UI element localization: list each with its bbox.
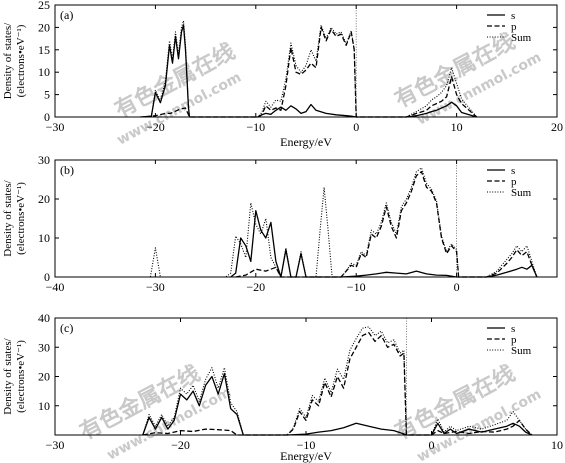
legend-label-s: s <box>511 10 515 22</box>
y-tick-label: 20 <box>38 370 50 384</box>
y-tick-label: 10 <box>38 65 50 79</box>
y-tick-label: 10 <box>38 399 50 413</box>
y-tick-label: 40 <box>38 311 50 325</box>
series-sum-line <box>142 326 533 436</box>
legend-label-sum: Sum <box>511 345 532 357</box>
plot-frame <box>54 159 558 278</box>
panel-c: −30 −20 −10 0 10 10 20 30 40 (c) Density of states… <box>2 311 563 463</box>
y-axis-unit-label: (electrons•eV⁻¹) <box>15 24 27 97</box>
y-axis-label: Density of states/ <box>2 22 14 99</box>
x-axis-label: Energy/eV <box>280 449 332 463</box>
x-tick-label: −20 <box>146 120 165 134</box>
series-s-line <box>142 372 533 436</box>
y-axis-unit-label: (electrons•eV⁻¹) <box>15 340 27 413</box>
series-p-line <box>142 331 533 436</box>
x-tick-label: −10 <box>347 280 366 294</box>
x-tick-label: −40 <box>46 280 65 294</box>
x-tick-label: −10 <box>297 438 316 452</box>
x-tick-label: 10 <box>451 120 463 134</box>
plot-frame <box>54 4 558 118</box>
series-s-line <box>140 24 477 118</box>
y-tick-label: 15 <box>38 43 50 57</box>
x-tick-label: 20 <box>551 120 563 134</box>
series-s-line <box>230 210 538 278</box>
y-axis-unit-label: (electrons•eV⁻¹) <box>15 182 27 255</box>
x-tick-label: −30 <box>46 438 65 452</box>
y-tick-label: 0 <box>44 270 50 284</box>
legend-label-s: s <box>511 165 515 177</box>
legend-label-s: s <box>511 323 515 335</box>
panel-a: −30 −20 −10 0 10 20 0 5 10 15 20 25 (a) Density of st… <box>2 0 563 149</box>
x-tick-label: 0 <box>429 438 435 452</box>
x-tick-label: −30 <box>146 280 165 294</box>
x-tick-label: 10 <box>551 438 563 452</box>
x-tick-label: −20 <box>246 280 265 294</box>
legend-label-p: p <box>511 334 517 346</box>
panel-label: (c) <box>60 321 73 335</box>
y-tick-label: 20 <box>38 192 50 206</box>
legend-label-p: p <box>511 176 517 188</box>
panel-label: (a) <box>60 8 73 22</box>
y-tick-label: 25 <box>38 0 50 12</box>
series-sum-line <box>145 167 538 278</box>
x-tick-label: 0 <box>353 120 359 134</box>
legend-label-p: p <box>511 21 517 33</box>
x-axis-label: Energy/eV <box>280 135 332 149</box>
legend-label-sum: Sum <box>511 32 532 44</box>
y-tick-label: 30 <box>38 153 50 167</box>
y-axis-label: Density of states/ <box>2 337 14 414</box>
panel-b: −40 −30 −20 −10 0 0 10 20 30 (b) Density of states… <box>2 153 558 294</box>
x-tick-label: 0 <box>454 280 460 294</box>
y-axis-label: Density of states/ <box>2 179 14 256</box>
x-tick-label: −10 <box>246 120 265 134</box>
legend-label-sum: Sum <box>511 187 532 199</box>
series-p-line <box>145 26 478 118</box>
x-tick-label: −30 <box>46 120 65 134</box>
panel-label: (b) <box>60 163 74 177</box>
y-tick-label: 0 <box>44 110 50 124</box>
y-tick-label: 30 <box>38 340 50 354</box>
y-tick-label: 10 <box>38 231 50 245</box>
x-tick-label: −20 <box>171 438 190 452</box>
y-tick-label: 20 <box>38 20 50 34</box>
series-p-line <box>235 171 538 278</box>
y-tick-label: 5 <box>44 88 50 102</box>
